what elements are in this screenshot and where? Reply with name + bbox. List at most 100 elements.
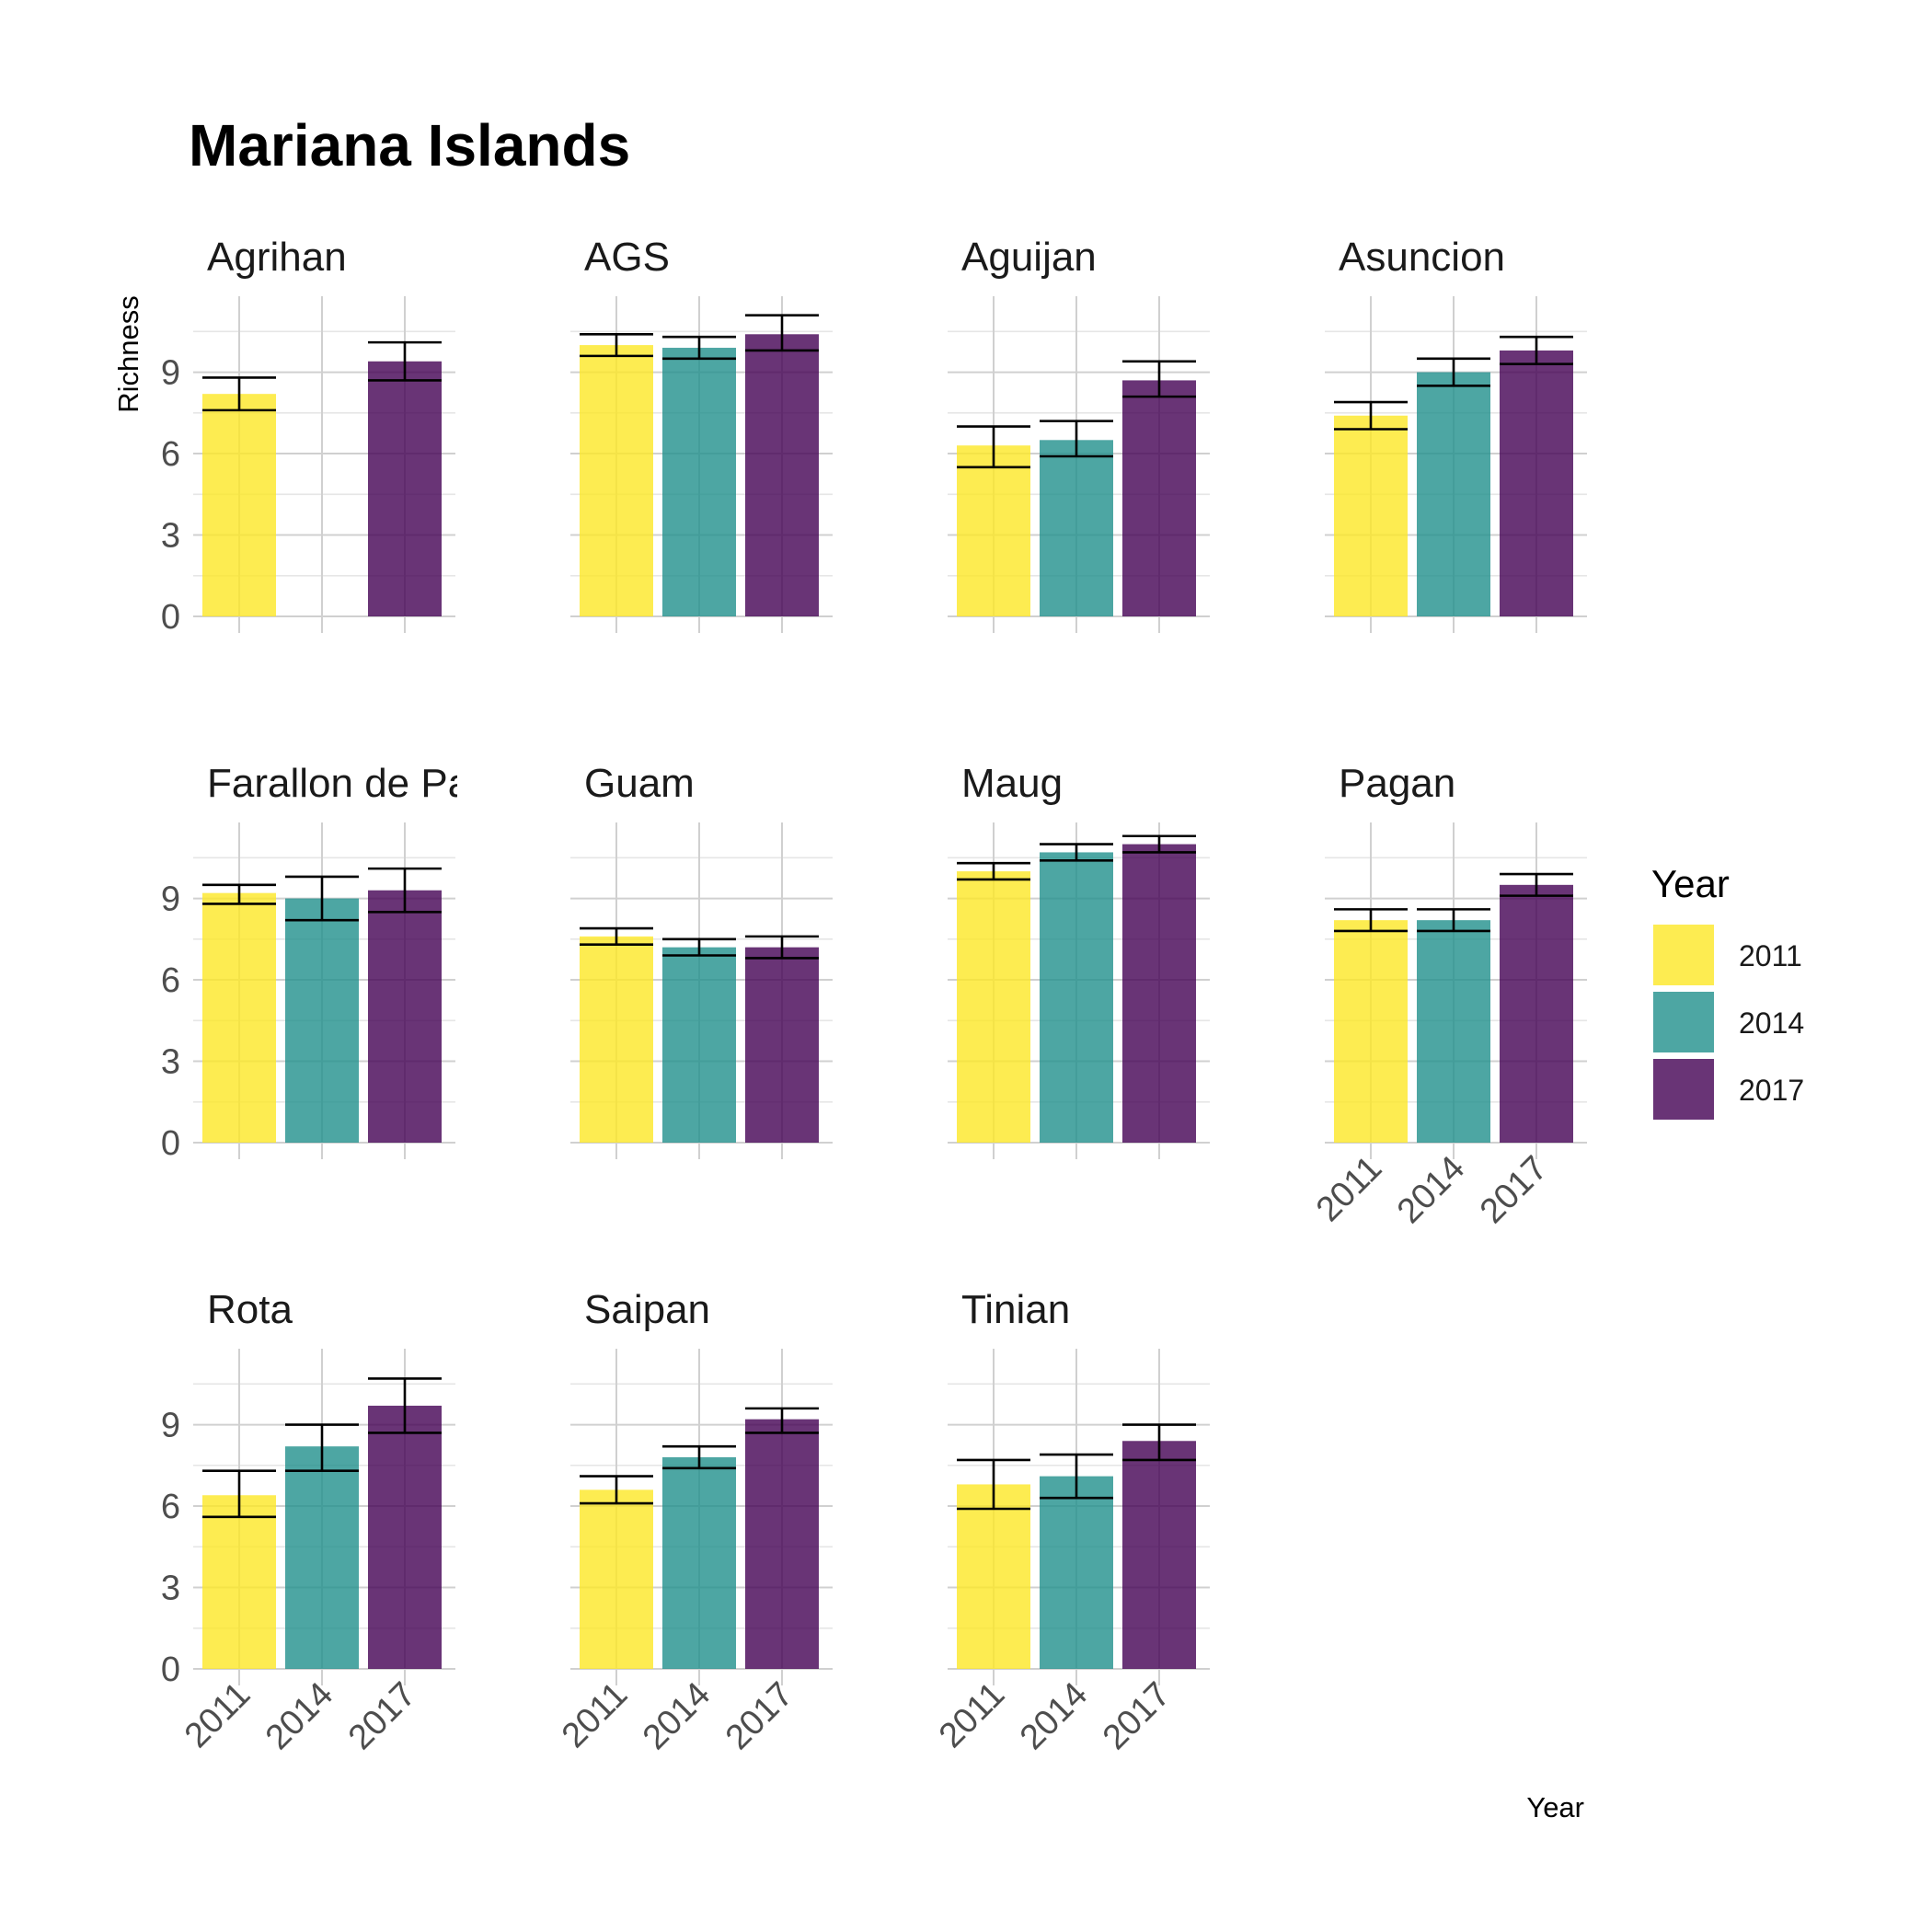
bar-ags-2017 [745, 334, 819, 616]
legend-label-2017: 2017 [1739, 1074, 1804, 1107]
strip-label-maug: Maug [961, 761, 1063, 806]
panel-aguijan: Aguijan [948, 235, 1210, 633]
error-bar-guam-2017 [745, 935, 819, 960]
y-tick-label: 6 [161, 961, 180, 1000]
x-tick-label: 2017 [1096, 1675, 1178, 1757]
bar-asuncion-2014 [1417, 372, 1490, 616]
strip-label-agrihan: Agrihan [207, 235, 347, 280]
error-bar-tinian-2017 [1122, 1423, 1196, 1462]
strip-label-saipan: Saipan [584, 1287, 710, 1332]
error-bar-farallon-de-pajaros-2011 [202, 883, 276, 905]
y-tick-label: 9 [161, 354, 180, 393]
error-bar-ags-2017 [745, 314, 819, 352]
strip-label-guam: Guam [584, 761, 695, 806]
x-tick-label: 2011 [932, 1675, 1012, 1755]
error-bar-saipan-2017 [745, 1407, 819, 1434]
bar-guam-2011 [580, 936, 653, 1143]
legend-key-2017 [1653, 1059, 1714, 1120]
bar-farallon-de-pajaros-2014 [285, 898, 359, 1143]
chart-title: Mariana Islands [189, 112, 630, 178]
error-bar-farallon-de-pajaros-2014 [285, 875, 359, 922]
bar-farallon-de-pajaros-2011 [202, 892, 276, 1143]
error-bar-tinian-2011 [957, 1458, 1030, 1511]
error-bar-agrihan-2017 [368, 340, 442, 382]
error-bar-maug-2014 [1040, 843, 1113, 862]
x-tick-label: 2014 [259, 1675, 340, 1757]
facet-panels: Agrihan 0 3 6 9 AGS Aguijan Asuncion Farallon de… [161, 235, 1587, 1757]
error-bar-farallon-de-pajaros-2017 [368, 867, 442, 914]
x-tick-label: 2011 [555, 1675, 635, 1755]
bar-saipan-2017 [745, 1419, 819, 1669]
x-tick-label: 2014 [1013, 1675, 1095, 1757]
panel-ags: AGS [570, 235, 833, 633]
panel-maug: Maug [948, 761, 1210, 1159]
y-tick-label: 6 [161, 1488, 180, 1526]
panel-guam: Guam [570, 761, 833, 1159]
y-axis-title: Richness [112, 295, 144, 413]
bar-rota-2011 [202, 1495, 276, 1669]
x-tick-label: 2011 [178, 1675, 258, 1755]
bar-tinian-2011 [957, 1484, 1030, 1669]
error-bar-pagan-2014 [1417, 908, 1490, 933]
error-bar-maug-2017 [1122, 834, 1196, 854]
x-tick-label: 2014 [1390, 1149, 1472, 1231]
bar-rota-2014 [285, 1446, 359, 1669]
bar-aguijan-2017 [1122, 380, 1196, 616]
x-tick-label: 2017 [341, 1675, 423, 1757]
bar-ags-2011 [580, 345, 653, 616]
error-bar-aguijan-2017 [1122, 360, 1196, 398]
strip-label-rota: Rota [207, 1287, 293, 1332]
error-bar-pagan-2017 [1500, 872, 1573, 897]
x-tick-label: 2017 [1473, 1149, 1555, 1231]
error-bar-ags-2011 [580, 332, 653, 358]
panel-rota: Rota 0 3 6 9 2011 2014 2017 [161, 1287, 455, 1757]
error-bar-ags-2014 [662, 335, 736, 361]
bar-pagan-2011 [1334, 920, 1408, 1143]
x-tick-label: 2014 [636, 1675, 718, 1757]
error-bar-asuncion-2011 [1334, 400, 1408, 431]
error-bar-rota-2017 [368, 1377, 442, 1434]
error-bar-guam-2011 [580, 926, 653, 947]
strip-label-ags: AGS [584, 235, 670, 280]
bar-aguijan-2011 [957, 445, 1030, 616]
error-bar-guam-2014 [662, 937, 736, 957]
bar-agrihan-2011 [202, 394, 276, 616]
bar-saipan-2011 [580, 1489, 653, 1669]
legend-key-2011 [1653, 925, 1714, 985]
error-bar-aguijan-2011 [957, 425, 1030, 469]
panel-tinian: Tinian 2011 2014 2017 [932, 1287, 1210, 1757]
error-bar-asuncion-2014 [1417, 357, 1490, 387]
x-tick-label: 2017 [719, 1675, 800, 1757]
strip-label-tinian: Tinian [961, 1287, 1070, 1332]
panel-asuncion: Asuncion [1325, 235, 1587, 633]
legend-key-2014 [1653, 992, 1714, 1052]
error-bar-rota-2011 [202, 1469, 276, 1519]
bar-maug-2014 [1040, 852, 1113, 1143]
bar-tinian-2014 [1040, 1476, 1113, 1669]
legend-label-2014: 2014 [1739, 1006, 1804, 1040]
y-tick-label: 6 [161, 435, 180, 474]
error-bar-asuncion-2017 [1500, 335, 1573, 366]
bar-asuncion-2011 [1334, 415, 1408, 616]
y-tick-label: 0 [161, 1124, 180, 1163]
panel-farallon-de-pajaros: Farallon de Pajaros 0 3 6 9 [161, 761, 457, 1163]
error-bar-maug-2011 [957, 861, 1030, 881]
y-tick-label: 3 [161, 517, 180, 556]
bar-pagan-2014 [1417, 920, 1490, 1143]
panel-agrihan: Agrihan 0 3 6 9 [161, 235, 455, 637]
strip-label-asuncion: Asuncion [1339, 235, 1505, 280]
y-tick-label: 9 [161, 1407, 180, 1445]
y-tick-label: 3 [161, 1043, 180, 1082]
x-axis-title: Year [1526, 1791, 1584, 1823]
bar-asuncion-2017 [1500, 350, 1573, 616]
bar-rota-2017 [368, 1405, 442, 1669]
bar-farallon-de-pajaros-2017 [368, 890, 442, 1143]
y-tick-label: 9 [161, 880, 180, 919]
y-tick-label: 0 [161, 1650, 180, 1689]
error-bar-rota-2014 [285, 1423, 359, 1473]
y-tick-label: 3 [161, 1570, 180, 1608]
legend-label-2011: 2011 [1739, 939, 1802, 972]
y-tick-label: 0 [161, 598, 180, 637]
bar-guam-2014 [662, 947, 736, 1143]
